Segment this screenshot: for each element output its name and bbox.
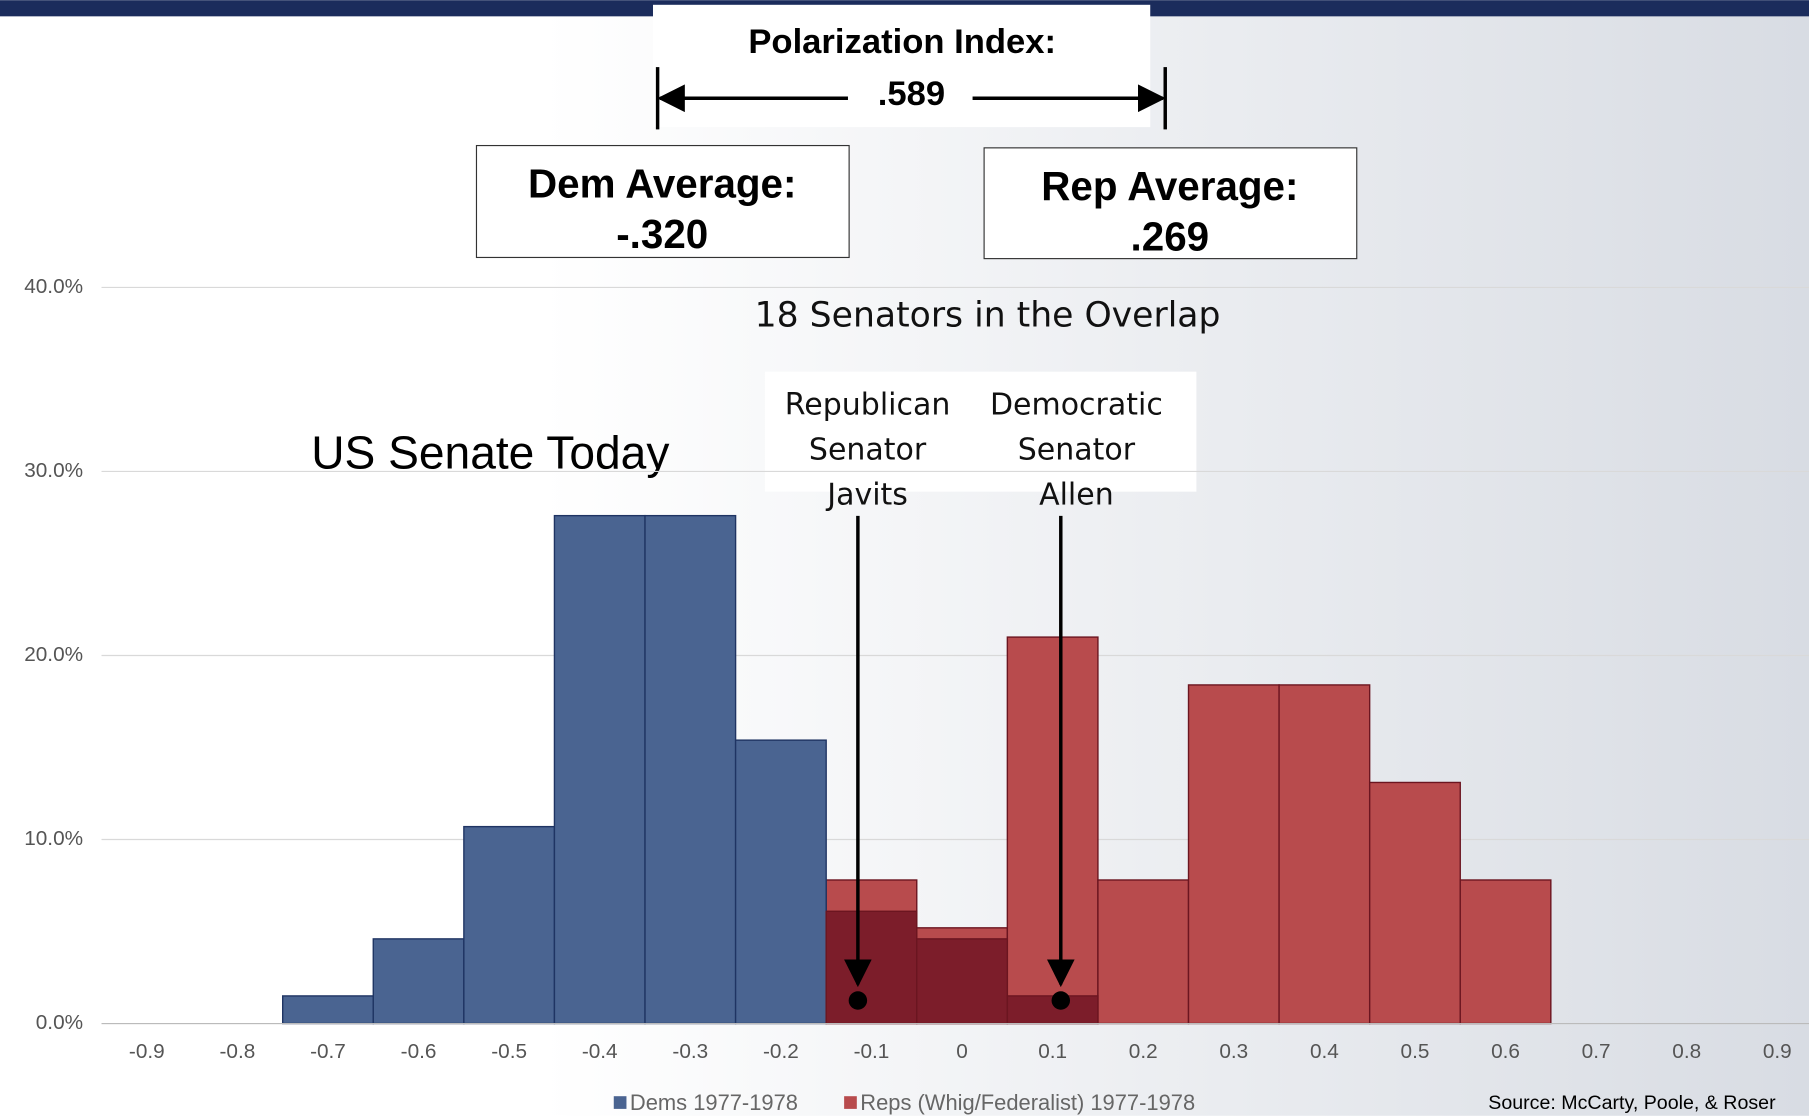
bar bbox=[553, 514, 646, 1025]
bar bbox=[463, 825, 556, 1025]
bar bbox=[372, 938, 465, 1025]
x-tick-label: -0.2 bbox=[763, 1040, 799, 1063]
x-tick-label: 0.5 bbox=[1401, 1040, 1430, 1063]
bar bbox=[1097, 879, 1190, 1025]
y-tick-label: 10.0% bbox=[24, 827, 83, 850]
rep-average-value: .269 bbox=[1131, 214, 1210, 260]
polarization-label: Polarization Index: bbox=[748, 23, 1056, 61]
y-tick-label: 30.0% bbox=[24, 459, 83, 482]
x-tick-label: 0.3 bbox=[1219, 1040, 1248, 1063]
overlap-note: 18 Senators in the Overlap bbox=[755, 296, 1221, 336]
x-tick-label: 0.7 bbox=[1582, 1040, 1611, 1063]
x-tick-label: 0 bbox=[956, 1040, 968, 1063]
rep-average-label: Rep Average: bbox=[1041, 163, 1298, 209]
source: Source: McCarty, Poole, & Roser bbox=[1488, 1092, 1776, 1114]
x-tick-label: -0.1 bbox=[854, 1040, 890, 1063]
bar bbox=[1459, 879, 1552, 1025]
bar bbox=[1006, 636, 1099, 1025]
bar bbox=[1187, 684, 1280, 1025]
x-tick-label: -0.4 bbox=[582, 1040, 618, 1063]
y-tick-label: 20.0% bbox=[24, 643, 83, 666]
y-tick-label: 40.0% bbox=[24, 275, 83, 298]
x-tick-label: 0.2 bbox=[1129, 1040, 1158, 1063]
dem-average-value: -.320 bbox=[616, 211, 708, 257]
legend-label: Dems 1977-1978 bbox=[630, 1090, 798, 1115]
marker-label: Republican bbox=[785, 387, 951, 422]
x-tick-label: -0.5 bbox=[491, 1040, 527, 1063]
bar bbox=[281, 995, 374, 1025]
bar bbox=[825, 910, 918, 1025]
marker-point bbox=[1051, 991, 1071, 1010]
x-tick-label: 0.9 bbox=[1763, 1040, 1792, 1063]
bar bbox=[644, 514, 737, 1025]
x-tick-label: -0.3 bbox=[672, 1040, 708, 1063]
legend-swatch bbox=[844, 1096, 857, 1109]
rep-average-box bbox=[983, 147, 1358, 260]
marker-point bbox=[848, 991, 868, 1010]
x-tick-label: -0.6 bbox=[401, 1040, 437, 1063]
x-tick-label: -0.7 bbox=[310, 1040, 346, 1063]
chart-title: US Senate Today bbox=[311, 427, 669, 479]
marker-label: Senator bbox=[1018, 432, 1136, 467]
y-tick-label: 0.0% bbox=[36, 1011, 83, 1034]
marker-label: Allen bbox=[1039, 477, 1114, 512]
marker-label: Javits bbox=[825, 477, 908, 512]
x-tick-label: 0.1 bbox=[1038, 1040, 1067, 1063]
bar bbox=[916, 938, 1009, 1025]
x-tick-label: 0.6 bbox=[1491, 1040, 1520, 1063]
marker-label: Democratic bbox=[990, 387, 1163, 422]
legend-swatch bbox=[613, 1096, 627, 1109]
bar bbox=[734, 739, 827, 1025]
plot: 0.0% 10.0% 20.0% 30.0% 40.0% -0.9 -0.8 -0.7 -0.6… bbox=[24, 275, 1809, 1115]
x-tick-label: -0.9 bbox=[129, 1040, 165, 1063]
marker-label: Senator bbox=[809, 432, 927, 467]
x-tick-label: 0.8 bbox=[1672, 1040, 1701, 1063]
legend-label: Reps (Whig/Federalist) 1977-1978 bbox=[860, 1090, 1195, 1115]
polarization-value: .589 bbox=[878, 75, 945, 113]
bar bbox=[1278, 684, 1371, 1025]
polarization-box bbox=[652, 4, 1151, 128]
x-tick-label: 0.4 bbox=[1310, 1040, 1339, 1063]
dem-average-box bbox=[475, 144, 850, 259]
bar bbox=[1368, 781, 1461, 1025]
x-tick-label: -0.8 bbox=[220, 1040, 256, 1063]
dem-average-label: Dem Average: bbox=[528, 160, 796, 206]
